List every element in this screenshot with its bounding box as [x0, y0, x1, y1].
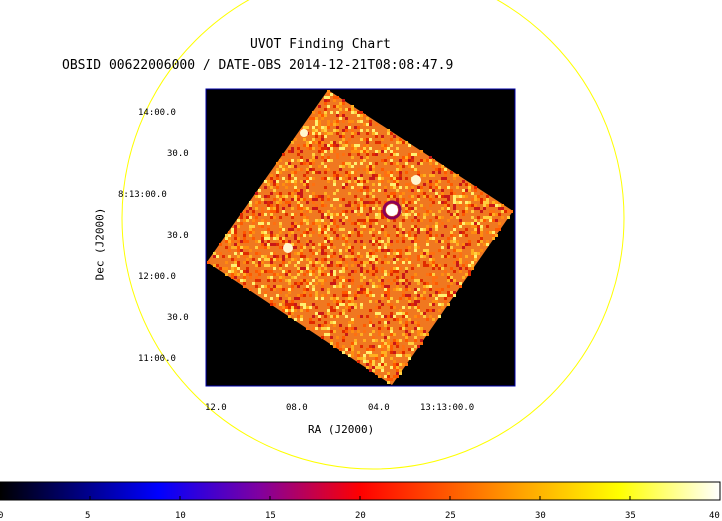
- y-tick-label: 8:13:00.0: [118, 190, 167, 200]
- colorbar-tick-label: 25: [445, 511, 456, 521]
- colorbar-tick-label: 40: [709, 511, 720, 521]
- bright-star: [300, 129, 308, 137]
- y-tick-label: 30.0: [167, 149, 189, 159]
- field-of-view-circle: [121, 0, 625, 470]
- bright-star: [386, 204, 398, 216]
- colorbar-tick-label: 0: [0, 511, 4, 521]
- colorbar-tick-label: 15: [265, 511, 276, 521]
- colorbar-ticks: [0, 496, 721, 500]
- y-tick-label: 11:00.0: [138, 354, 176, 364]
- colorbar-tick-label: 10: [175, 511, 186, 521]
- x-tick-label: 08.0: [286, 403, 308, 413]
- x-tick-label: 12.0: [205, 403, 227, 413]
- x-tick-label: 04.0: [368, 403, 390, 413]
- chart-title: UVOT Finding Chart: [250, 37, 391, 52]
- y-axis-label: Dec (J2000): [93, 207, 107, 281]
- bright-star: [283, 243, 293, 253]
- colorbar-tick-label: 20: [355, 511, 366, 521]
- chart-subtitle: OBSID 00622006000 / DATE-OBS 2014-12-21T…: [62, 58, 454, 73]
- x-axis-label: RA (J2000): [308, 423, 375, 436]
- colorbar-tick-label: 30: [535, 511, 546, 521]
- colorbar-tick-label: 5: [85, 511, 91, 521]
- y-tick-label: 30.0: [167, 231, 189, 241]
- target-source-marker: [382, 200, 402, 220]
- image-noise: [207, 90, 513, 384]
- y-tick-label: 12:00.0: [138, 272, 176, 282]
- y-tick-label: 30.0: [167, 313, 189, 323]
- y-tick-label: 14:00.0: [138, 108, 176, 118]
- colorbar-tick-label: 35: [625, 511, 636, 521]
- x-tick-label: 13:13:00.0: [420, 403, 475, 413]
- bright-star: [411, 175, 421, 185]
